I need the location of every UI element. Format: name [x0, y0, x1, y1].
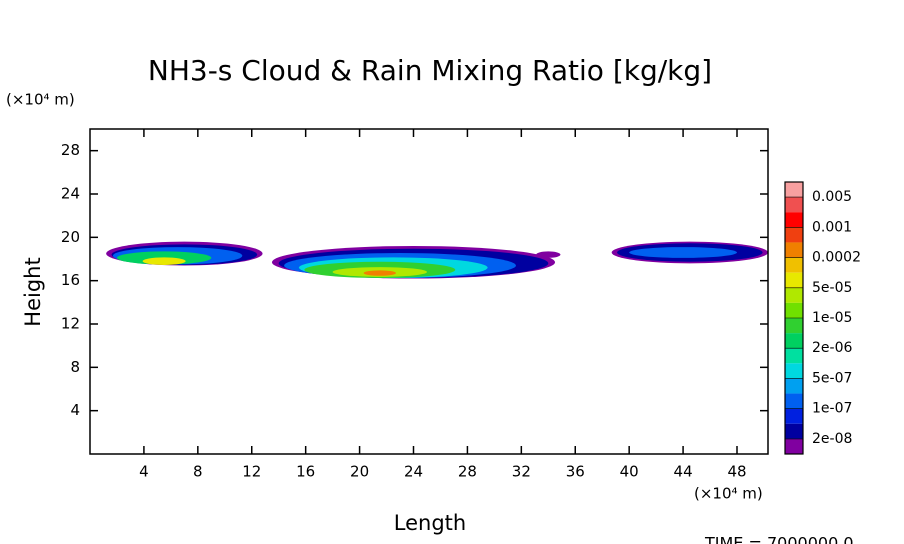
x-tick-label: 40 [620, 463, 639, 481]
x-tick-label: 16 [296, 463, 315, 481]
x-tick-label: 28 [458, 463, 477, 481]
y-tick-label: 16 [61, 271, 80, 289]
colorbar-swatch [785, 423, 803, 439]
colorbar-label: 1e-05 [812, 310, 852, 326]
x-tick-label: 8 [193, 463, 203, 481]
colorbar-label: 1e-07 [812, 401, 852, 417]
colorbar-swatch [785, 227, 803, 243]
x-tick-label: 32 [512, 463, 531, 481]
y-axis-label: Height [21, 257, 45, 326]
colorbar-label: 5e-07 [812, 370, 852, 386]
colorbar-label: 2e-06 [812, 340, 852, 356]
colorbar-label: 2e-08 [812, 431, 852, 447]
y-tick-label: 12 [61, 315, 80, 333]
colorbar-swatch [785, 212, 803, 228]
colorbar-label: 0.001 [812, 219, 852, 235]
x-unit: (×10⁴ m) [694, 485, 763, 503]
y-tick-label: 20 [61, 228, 80, 246]
colorbar-swatch [785, 197, 803, 213]
x-tick-label: 44 [674, 463, 693, 481]
y-tick-label: 8 [70, 358, 80, 376]
contour-patch [142, 257, 186, 265]
colorbar-swatch [785, 393, 803, 409]
y-tick-label: 24 [61, 185, 80, 203]
time-footer: TIME = 7000000.0 [704, 534, 854, 544]
x-axis-label: Length [394, 511, 466, 535]
colorbar-label: 0.005 [812, 189, 852, 205]
colorbar-swatch [785, 287, 803, 303]
colorbar-swatch [785, 272, 803, 288]
colorbar-label: 0.0002 [812, 250, 861, 266]
colorbar-label: 5e-05 [812, 280, 852, 296]
x-tick-label: 20 [350, 463, 369, 481]
contour-patch [363, 270, 396, 276]
contour-patch [536, 251, 561, 258]
colorbar-swatch [785, 257, 803, 273]
colorbar-swatch [785, 242, 803, 258]
y-tick-label: 28 [61, 141, 80, 159]
x-tick-label: 4 [139, 463, 149, 481]
contour-patch [629, 247, 737, 258]
x-tick-label: 48 [727, 463, 746, 481]
x-tick-label: 36 [566, 463, 585, 481]
contour-fill [106, 241, 768, 279]
colorbar-swatch [785, 333, 803, 349]
colorbar-swatch [785, 378, 803, 394]
y-unit: (×10⁴ m) [6, 91, 75, 109]
colorbar-swatch [785, 438, 803, 454]
colorbar-swatch [785, 408, 803, 424]
colorbar-swatch [785, 182, 803, 198]
x-tick-label: 12 [242, 463, 261, 481]
colorbar-swatch [785, 348, 803, 364]
colorbar-swatch [785, 318, 803, 334]
chart-title: NH3-s Cloud & Rain Mixing Ratio [kg/kg] [148, 54, 712, 87]
colorbar-swatch [785, 363, 803, 379]
y-tick-label: 4 [70, 401, 80, 419]
colorbar-swatch [785, 302, 803, 318]
x-tick-label: 24 [404, 463, 423, 481]
plot-frame [89, 128, 769, 455]
